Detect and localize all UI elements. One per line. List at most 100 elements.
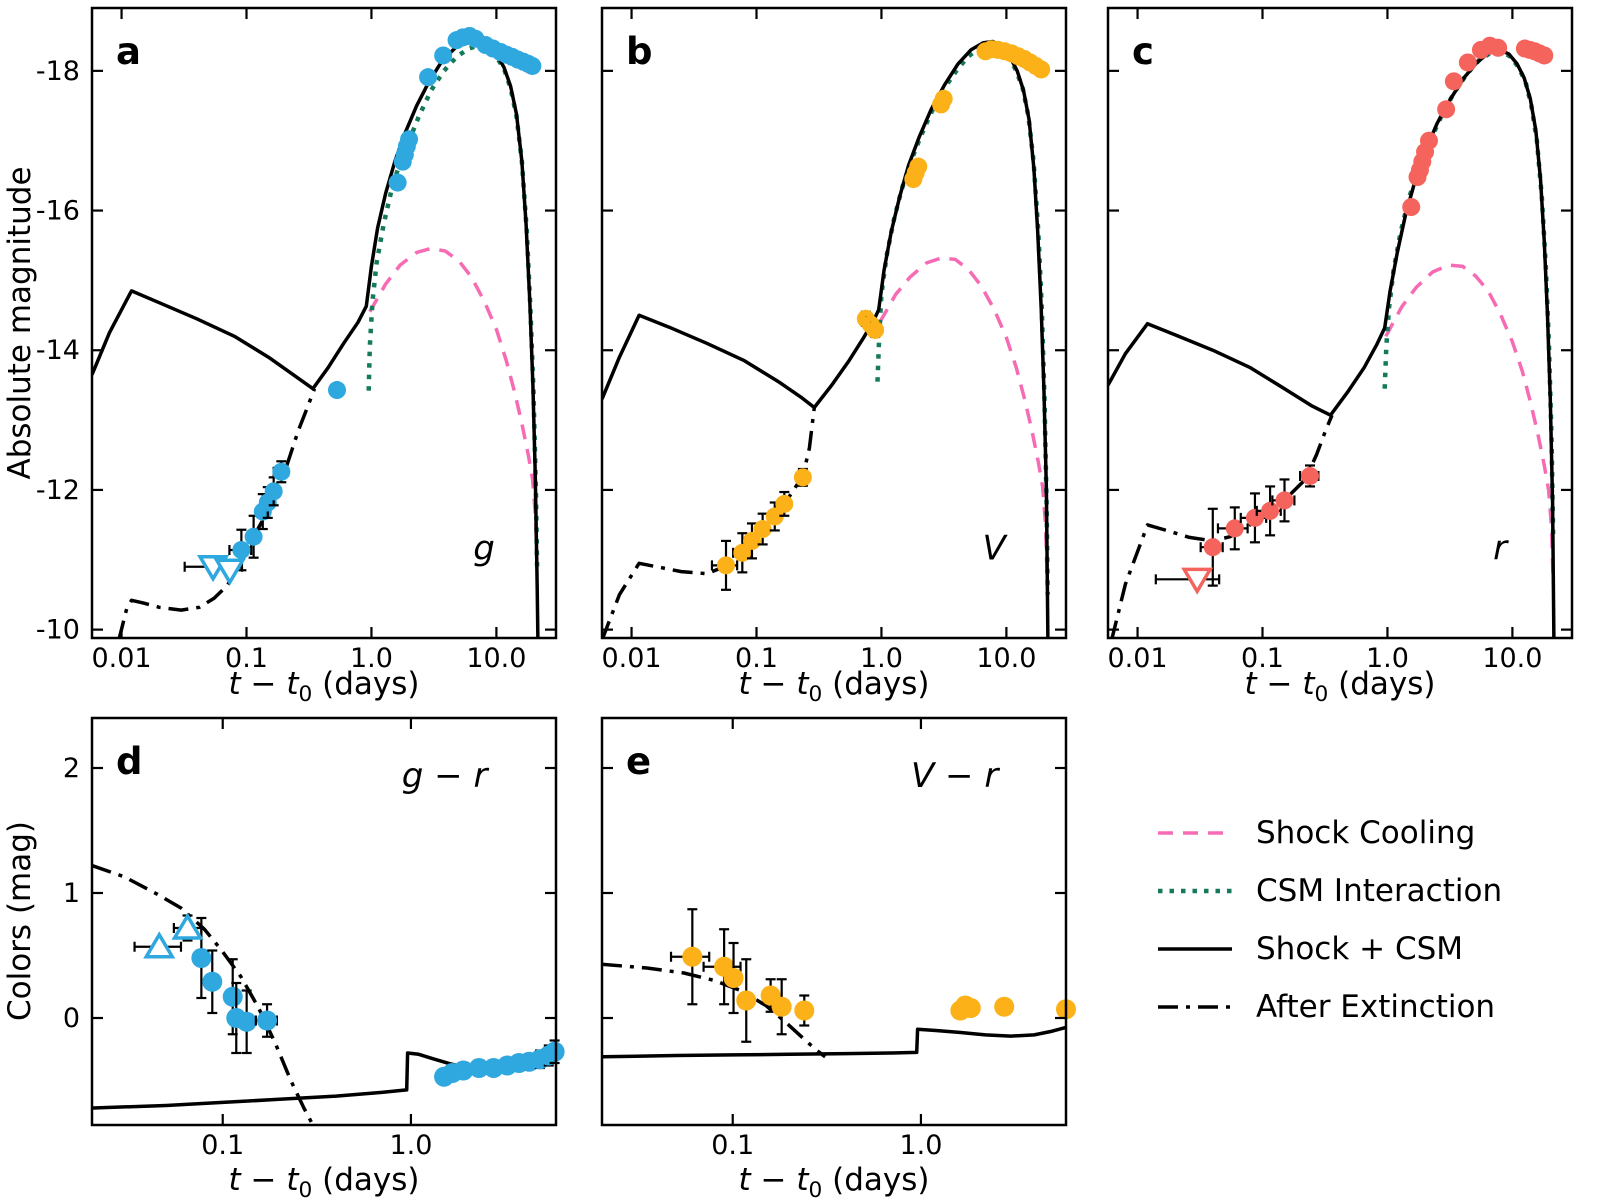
scatter-g-band-points [228, 26, 542, 572]
panel-frame [90, 716, 558, 1127]
curve-after-extinction [117, 388, 317, 637]
x-axis-title: t − t0 (days) [228, 666, 419, 707]
legend: Shock Cooling CSM Interaction Shock + CSM A… [1158, 815, 1502, 1025]
panel-letter-a: a [116, 30, 141, 73]
band-label-d: g − r [402, 756, 490, 796]
y-tick-label: -14 [36, 335, 80, 366]
scatter-v-band-points [710, 40, 1051, 591]
x-tick-label: 0.1 [711, 1130, 754, 1161]
data-point [272, 462, 291, 481]
y-tick-label: -16 [36, 196, 80, 227]
legend-item-pink: Shock Cooling [1158, 815, 1475, 851]
x-tick-label: 1.0 [389, 1130, 432, 1161]
upper-limit-marker [1181, 567, 1214, 595]
panel-frame [600, 6, 1068, 640]
x-tick-label: 0.1 [201, 1130, 244, 1161]
y-tick-label: 0 [63, 1003, 80, 1034]
data-point [1245, 508, 1264, 527]
limit-marker [143, 931, 176, 959]
data-point [191, 948, 212, 968]
legend-label: After Extinction [1256, 989, 1495, 1025]
panel-frame [600, 716, 1068, 1127]
x-axis-title: t − t0 (days) [738, 666, 929, 707]
x-tick-label: 1.0 [350, 643, 393, 674]
band-label-b: V [982, 528, 1008, 568]
y-axis-title-bottom: Colors (mag) [2, 821, 38, 1021]
data-point [202, 971, 223, 992]
x-axis-title: t − t0 (days) [1244, 666, 1435, 707]
data-point [257, 1010, 278, 1031]
panel-b: 0.01 0.1 1.0 10.0 b Vt − t0 (days) [600, 6, 1068, 707]
data-point [775, 494, 794, 513]
x-tick-label: 0.1 [225, 643, 268, 674]
x-tick-label: 10.0 [976, 643, 1036, 674]
x-tick-label: 0.01 [601, 643, 661, 674]
x-axis-title: t − t0 (days) [228, 1162, 419, 1203]
upper-limit-marker [213, 558, 246, 586]
y-tick-label: 1 [63, 878, 80, 909]
x-tick-label: 1.0 [899, 1130, 942, 1161]
panel-e: 0.1 1.0 e V − r t − t0 (days) [600, 716, 1076, 1203]
curve-shock-cooling [368, 246, 539, 574]
panel-c: 0.01 0.1 1.0 10.0 c r t − t0 (days) [1106, 6, 1574, 707]
axis-ticks: 0.01 0.1 1.0 10.0 [1107, 8, 1572, 674]
scatter-g-r-points [191, 916, 565, 1087]
curve-shock-plus-csm [603, 39, 1050, 637]
axis-ticks: 0.01 0.1 1.0 10.0 -18 -16 -14 -12 -10 [36, 8, 556, 674]
data-point [771, 996, 792, 1017]
data-point [544, 1041, 565, 1062]
panel-frame [90, 6, 558, 640]
data-point [1535, 46, 1554, 65]
data-point [469, 1058, 490, 1078]
data-point [793, 468, 812, 487]
legend-item-dashdot: After Extinction [1158, 989, 1495, 1025]
y-tick-label: -18 [36, 56, 80, 87]
data-point [909, 157, 928, 176]
panel-a: 0.01 0.1 1.0 10.0 -18 -16 -14 -12 -10 a g t − t0 (d… [36, 6, 558, 707]
data-point [934, 89, 953, 108]
data-point [388, 173, 407, 192]
legend-item-dotted: CSM Interaction [1158, 873, 1502, 909]
curve-shock-cooling [878, 256, 1049, 581]
data-point [264, 482, 283, 501]
y-tick-label: -12 [36, 475, 80, 506]
x-tick-label: 1.0 [1366, 643, 1409, 674]
data-point [232, 540, 251, 559]
x-tick-label: 0.01 [1107, 643, 1167, 674]
data-point [794, 1000, 815, 1021]
data-point [1419, 131, 1438, 150]
data-point [723, 968, 744, 988]
data-point [222, 986, 243, 1007]
scatter-r-band-points [1199, 36, 1554, 587]
panel-frame [1106, 6, 1574, 640]
data-point [453, 1060, 474, 1081]
band-label-a: g [473, 528, 495, 568]
x-tick-label: 0.1 [1241, 643, 1284, 674]
y-tick-label: -10 [36, 615, 80, 646]
data-point [1444, 72, 1463, 91]
data-point [765, 507, 784, 526]
data-point [1032, 60, 1051, 79]
band-label-c: r [1493, 528, 1509, 568]
curve-shock-plus-csm [93, 39, 540, 637]
x-tick-label: 10.0 [1482, 643, 1542, 674]
data-point [866, 320, 885, 339]
data-point [994, 996, 1015, 1017]
data-point [1225, 519, 1244, 538]
data-point [1458, 53, 1477, 72]
data-point [1437, 100, 1456, 119]
data-point [1402, 198, 1421, 217]
x-tick-label: 1.0 [860, 643, 903, 674]
model-curves [93, 39, 540, 637]
data-point [682, 946, 703, 967]
data-point [236, 1011, 257, 1032]
panel-d: 0.1 1.0 0 1 2 d g − r t − t0 (days) [63, 716, 565, 1203]
x-tick-label: 0.1 [735, 643, 778, 674]
data-point [716, 556, 735, 575]
panel-letter-b: b [626, 30, 653, 73]
data-point [960, 998, 981, 1018]
curve-shock-plus-csm [603, 1025, 1065, 1059]
axis-ticks: 0.1 1.0 0 1 2 [63, 718, 556, 1161]
data-point [434, 46, 453, 65]
